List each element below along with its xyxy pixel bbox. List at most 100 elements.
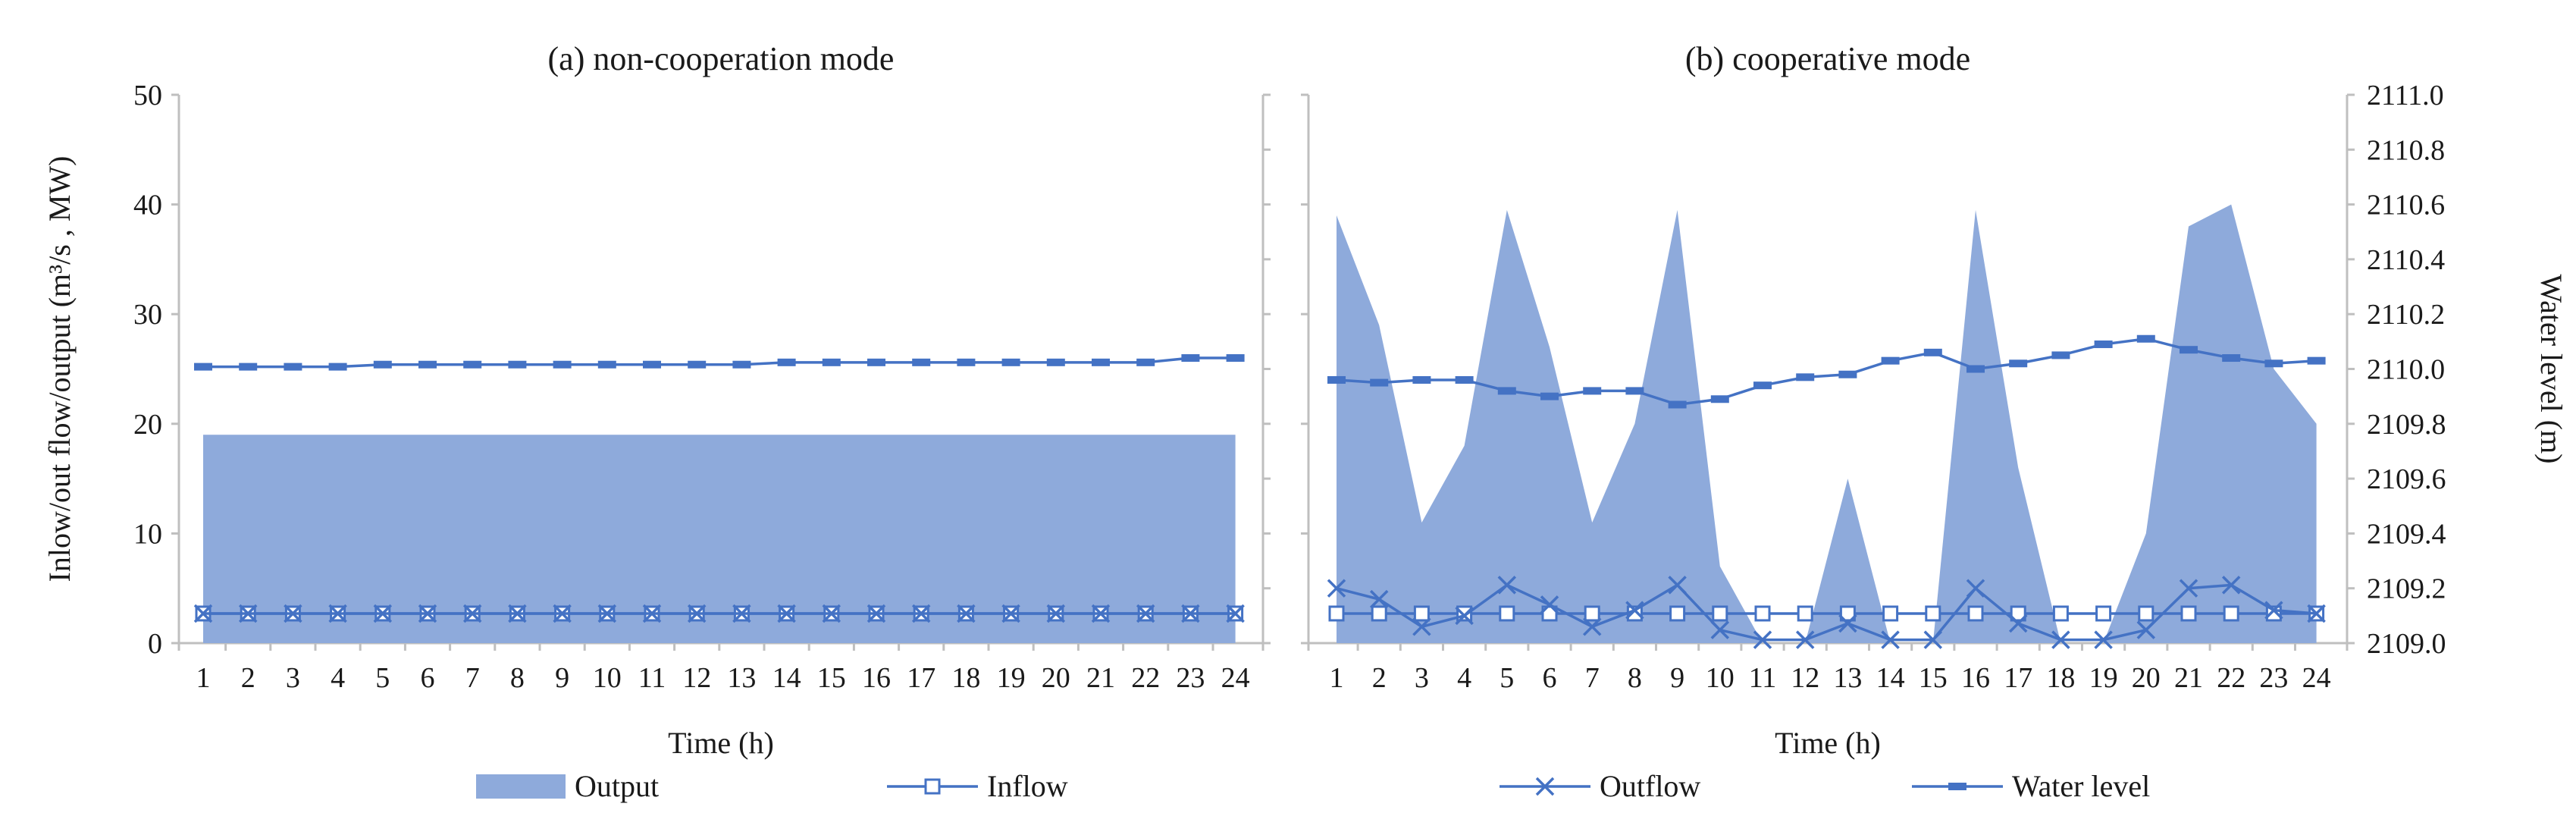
water-level-point: [373, 360, 392, 369]
x-tick-label: 22: [1131, 662, 1160, 694]
y-tick-label: 20: [133, 409, 162, 441]
outflow-point: [1582, 617, 1602, 636]
x-tick-label: 15: [1919, 662, 1948, 694]
water-level-point: [2051, 351, 2070, 359]
water-level-point: [1327, 375, 1346, 384]
legend-label-inflow: Inflow: [987, 769, 1068, 803]
water-level-point: [1455, 375, 1474, 384]
x-tick-label: 1: [196, 662, 211, 694]
water-level-point: [463, 360, 482, 369]
x-tick-label: 7: [1585, 662, 1600, 694]
outflow-point: [2179, 579, 2198, 598]
y2-tick-label: 2109.2: [2367, 573, 2446, 605]
water-level-point: [1181, 354, 1200, 363]
water-level-point: [1540, 392, 1559, 400]
inflow-point: [1797, 605, 1813, 622]
x-tick-label: 24: [2302, 662, 2331, 694]
water-level-point: [1497, 387, 1516, 395]
x-tick-label: 19: [2089, 662, 2118, 694]
y2-tick-label: 2109.0: [2367, 628, 2446, 660]
x-tick-label: 19: [997, 662, 1026, 694]
water-level-point: [2009, 359, 2028, 368]
outflow-point: [1966, 579, 1985, 598]
outflow-point: [2136, 620, 2156, 639]
outflow-point: [193, 604, 213, 623]
x-tick-label: 9: [555, 662, 569, 694]
inflow-point: [1669, 605, 1686, 622]
x-tick-label: 6: [1543, 662, 1557, 694]
water-level-point: [508, 360, 527, 369]
y-tick-label: 10: [133, 518, 162, 550]
y2-tick-label: 2110.0: [2367, 354, 2445, 386]
outflow-point: [1327, 579, 1346, 598]
output-area: [203, 435, 1236, 643]
x-axis-title: Time (h): [1775, 726, 1881, 760]
x-tick-label: 20: [2132, 662, 2161, 694]
inflow-point: [1328, 605, 1345, 622]
y2-tick-label: 2110.6: [2367, 190, 2445, 221]
outflow-point: [597, 604, 617, 623]
outflow-point: [2051, 630, 2070, 649]
outflow-point: [1455, 606, 1474, 626]
outflow-point: [1923, 630, 1943, 649]
water-level-point: [1796, 373, 1815, 381]
x-tick-label: 17: [907, 662, 935, 694]
output-area: [1337, 204, 2317, 644]
outflow-point: [2307, 604, 2326, 623]
water-level-point: [1412, 375, 1431, 384]
inflow-point: [1967, 605, 1984, 622]
water-level-point: [1583, 387, 1602, 395]
outflow-point: [911, 604, 931, 623]
y2-tick-label: 2109.8: [2367, 409, 2446, 441]
inflow-point: [2010, 605, 2026, 622]
water-level-point: [2222, 354, 2241, 363]
inflow-point: [2223, 605, 2239, 622]
outflow-point: [687, 604, 707, 623]
inflow-point: [1413, 605, 1430, 622]
x-tick-label: 16: [862, 662, 891, 694]
legend-marker-outflow: [1535, 777, 1555, 796]
water-level-point: [643, 360, 661, 369]
outflow-point: [957, 604, 976, 623]
water-level-point: [2136, 334, 2155, 343]
y2-tick-label: 2111.0: [2367, 80, 2444, 111]
water-level-point: [867, 358, 885, 366]
water-level-point: [1668, 400, 1687, 409]
x-tick-label: 23: [1176, 662, 1205, 694]
x-tick-label: 7: [465, 662, 480, 694]
outflow-point: [1753, 630, 1772, 649]
x-tick-label: 2: [1372, 662, 1387, 694]
y2-tick-label: 2109.4: [2367, 518, 2446, 550]
x-tick-label: 3: [1415, 662, 1429, 694]
outflow-point: [822, 604, 841, 623]
water-level-point: [1226, 354, 1245, 363]
outflow-point: [1136, 604, 1155, 623]
water-level-point: [1838, 370, 1857, 378]
x-tick-label: 18: [2046, 662, 2075, 694]
y2-tick-label: 2110.4: [2367, 244, 2445, 276]
outflow-point: [238, 604, 258, 623]
water-level-point: [553, 360, 572, 369]
x-tick-label: 11: [638, 662, 666, 694]
water-level-point: [328, 363, 347, 371]
x-tick-label: 10: [1706, 662, 1735, 694]
inflow-point: [1712, 605, 1728, 622]
y2-tick-label: 2110.8: [2367, 134, 2445, 166]
x-tick-label: 9: [1670, 662, 1684, 694]
water-level-point: [822, 358, 841, 366]
legend-label-outflow: Outflow: [1600, 769, 1700, 803]
x-tick-label: 12: [682, 662, 711, 694]
inflow-point: [1499, 605, 1515, 622]
y-tick-label: 50: [133, 80, 162, 111]
water-level-point: [1923, 348, 1942, 356]
x-tick-label: 17: [2004, 662, 2032, 694]
water-level-point: [1092, 358, 1110, 366]
outflow-point: [1181, 604, 1200, 623]
x-tick-label: 8: [1628, 662, 1642, 694]
inflow-point: [1754, 605, 1771, 622]
water-level-point: [957, 358, 976, 366]
x-tick-label: 24: [1221, 662, 1250, 694]
outflow-point: [732, 604, 751, 623]
x-tick-label: 21: [2174, 662, 2203, 694]
water-level-point: [2264, 359, 2283, 368]
